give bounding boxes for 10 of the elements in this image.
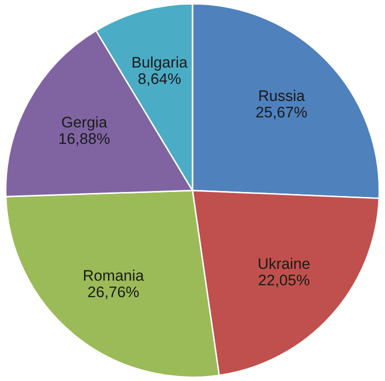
data-label: 26,76% [88,286,139,300]
slice-label: Romania [84,270,144,281]
slice-label: Ukraine [258,258,310,269]
data-label: 25,67% [256,106,307,120]
data-label: 16,88% [59,133,110,146]
data-label: 8,64% [138,73,181,86]
slice-label: Gergia [62,116,108,131]
data-label: 22,05% [258,274,310,288]
slice-label: Bulgaria [132,56,188,71]
slice-label: Russia [259,90,305,102]
